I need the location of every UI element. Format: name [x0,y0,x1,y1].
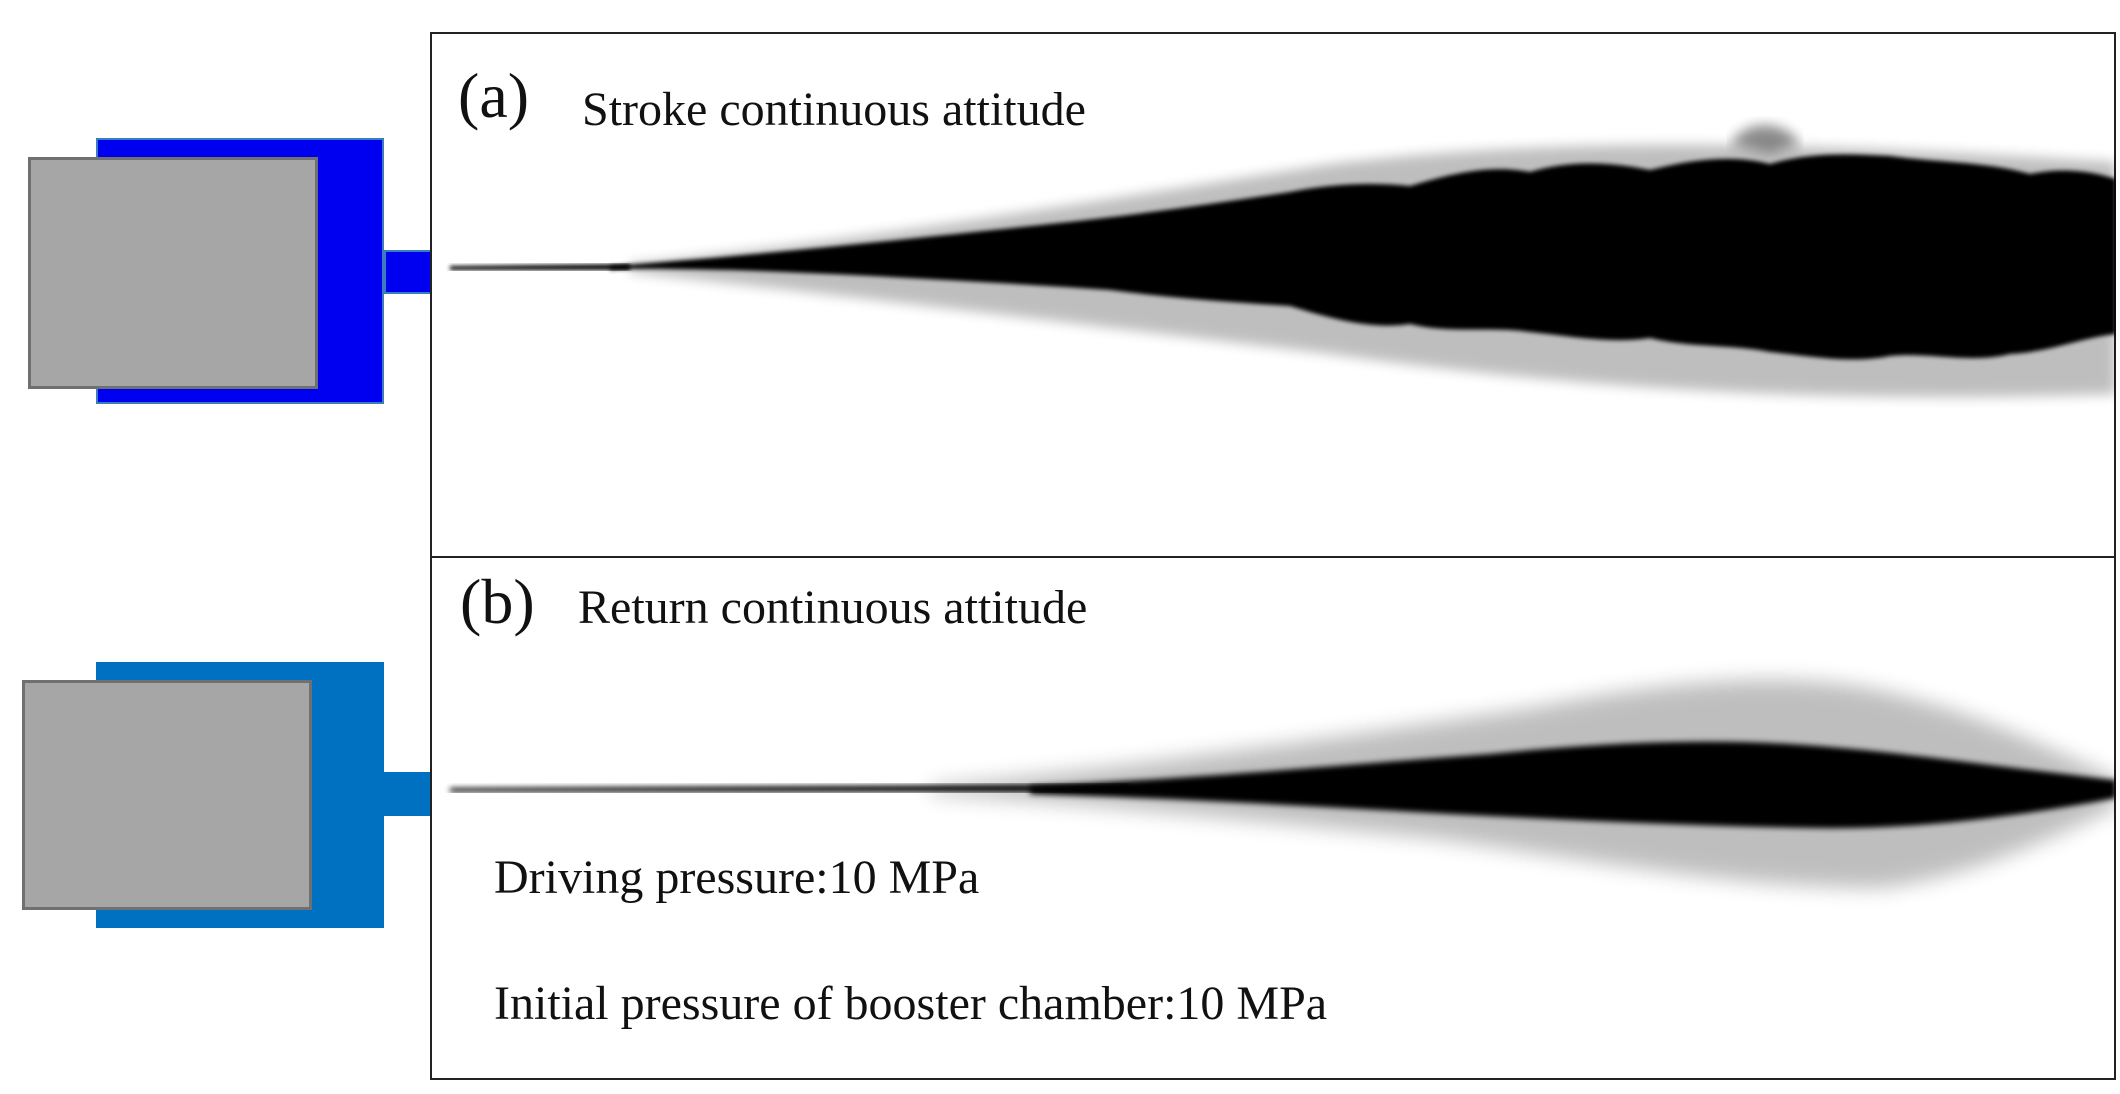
spray-jet-a [450,125,2116,398]
piston-a [28,157,318,389]
panel-b-label: (b) [460,566,535,637]
panel-a-title: Stroke continuous attitude [582,83,1086,136]
nozzle-a [384,250,432,294]
initial-pressure-label: Initial pressure of booster chamber:10 M… [494,977,1328,1030]
nozzle-b [384,772,432,816]
driving-pressure-label: Driving pressure:10 MPa [494,851,980,904]
panel-a-label: (a) [458,60,530,131]
panel-divider [430,556,2116,558]
piston-b [22,680,312,910]
panel-b-title: Return continuous attitude [578,581,1088,634]
spray-jet-b [450,679,2116,888]
